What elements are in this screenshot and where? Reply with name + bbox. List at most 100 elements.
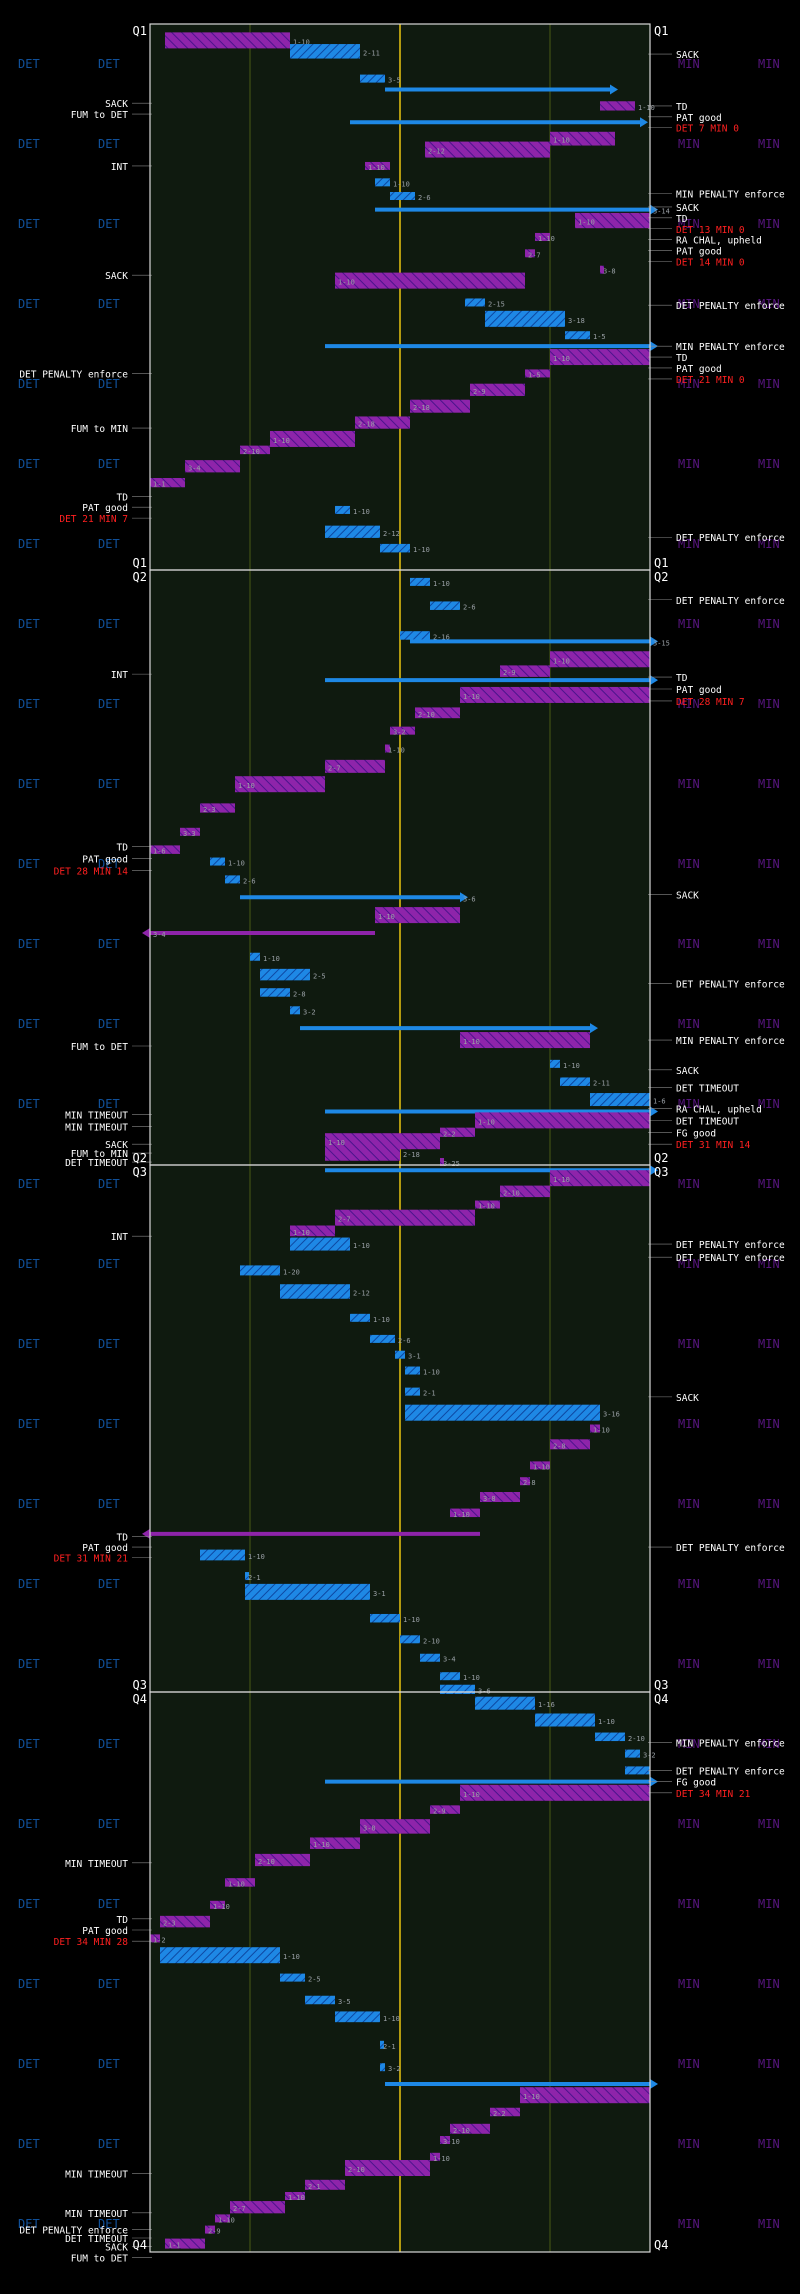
play-bar [575,212,650,229]
play-bar [230,2201,285,2214]
play-bar [210,857,225,866]
away-team-label: MIN [678,857,700,871]
play-bar [290,1006,300,1015]
down-distance-label: 2-8 [553,1442,566,1450]
down-distance-label: 1-10 [478,1118,495,1126]
event-label: TD [676,102,688,113]
play-bar [160,1947,280,1964]
play-bar [600,265,604,274]
home-team-label: DET [18,777,40,791]
play-bar [485,310,565,327]
event-label: DET 7 MIN 0 [676,124,739,135]
down-distance-label: 2-5 [308,1976,321,1984]
play-bar [225,1878,255,1887]
down-distance-label: 2-7 [328,764,341,772]
quarter-label: Q2 [133,570,147,584]
down-distance-label: 1-10 [433,580,450,588]
event-label: TD [676,673,688,684]
away-team-label: MIN [678,137,700,151]
play-bar [525,369,550,378]
away-team-label: MIN [678,1257,700,1271]
down-distance-label: 1-10 [338,279,355,287]
home-team-label: DET [18,217,40,231]
play-bar [375,907,460,924]
down-distance-label: 3-4 [443,1656,456,1664]
down-distance-label: 2-3 [163,1920,176,1928]
home-team-label: DET [98,1817,120,1831]
away-team-label: MIN [678,1737,700,1751]
event-label: DET 34 MIN 21 [676,1789,751,1800]
event-label: DET 14 MIN 0 [676,258,745,269]
home-team-label: DET [98,297,120,311]
home-team-label: DET [98,1897,120,1911]
event-label: RA CHAL, upheld [676,1104,762,1115]
play-bar [360,1819,430,1834]
play-bar [260,988,290,997]
event-label: MIN PENALTY enforce [676,1036,785,1047]
play-bar [535,232,550,241]
event-label: SACK [676,1393,699,1404]
event-label: DET 13 MIN 0 [676,225,745,236]
play-bar [590,1093,650,1107]
away-team-label: MIN [678,217,700,231]
play-bar [405,1387,420,1396]
down-distance-label: 2-6 [418,194,431,202]
down-distance-label: 1-10 [463,1674,480,1682]
quarter-label: Q2 [654,1151,668,1165]
home-team-label: DET [98,697,120,711]
down-distance-label: 3-3 [183,830,196,838]
play-bar [475,1696,535,1710]
play-bar [400,1635,420,1644]
down-distance-label: 2-6 [398,1337,411,1345]
event-label: FUM to MIN [71,1149,128,1160]
event-label: DET PENALTY enforce [676,1766,785,1777]
down-distance-label: 2-6 [463,604,476,612]
down-distance-label: 2-9 [503,669,516,677]
event-label: MIN PENALTY enforce [676,189,785,200]
quarter-label: Q3 [133,1678,147,1692]
down-distance-label: 3-8 [363,1824,376,1832]
away-team-label: MIN [678,537,700,551]
event-label: DET 31 MIN 21 [54,1554,129,1565]
home-team-label: DET [98,217,120,231]
away-team-label: MIN [758,377,780,391]
play-bar [165,2238,205,2249]
event-label: SACK [676,890,699,901]
down-distance-label: 2-9 [473,388,486,396]
play-bar [410,399,470,413]
down-distance-label: 3-6 [478,1687,491,1695]
play-bar [335,272,525,289]
home-team-label: DET [98,537,120,551]
away-team-label: MIN [678,377,700,391]
down-distance-label: 1-10 [463,1791,480,1799]
play-bar [385,744,390,753]
home-team-label: DET [98,2217,120,2231]
down-distance-label: 1-10 [413,546,430,554]
away-team-label: MIN [758,137,780,151]
down-distance-label: 1-10 [638,104,655,112]
event-label: PAT good [676,247,722,258]
event-label: DET PENALTY enforce [676,980,785,991]
down-distance-label: 3-4 [153,931,166,939]
down-distance-label: 3-18 [568,317,585,325]
quarter-label: Q1 [133,24,147,38]
home-team-label: DET [18,297,40,311]
down-distance-label: 1-10 [218,2216,235,2224]
event-label: SACK [676,1066,699,1077]
down-distance-label: 1-10 [433,2155,450,2163]
down-distance-label: 2-8 [523,1479,536,1487]
down-distance-label: 3-5 [338,1998,351,2006]
play-bar [430,1805,460,1814]
play-bar [150,1934,160,1943]
away-team-label: MIN [678,2217,700,2231]
play-bar [535,1713,595,1727]
event-label: MIN TIMEOUT [65,1122,128,1133]
event-label: PAT good [676,364,722,375]
away-team-label: MIN [758,1897,780,1911]
down-distance-label: 1-10 [523,2093,540,2101]
away-team-label: MIN [758,2057,780,2071]
play-bar [150,845,180,854]
down-distance-label: 2-12 [353,1289,370,1297]
down-distance-label: 2-11 [593,1080,610,1088]
away-team-label: MIN [678,697,700,711]
